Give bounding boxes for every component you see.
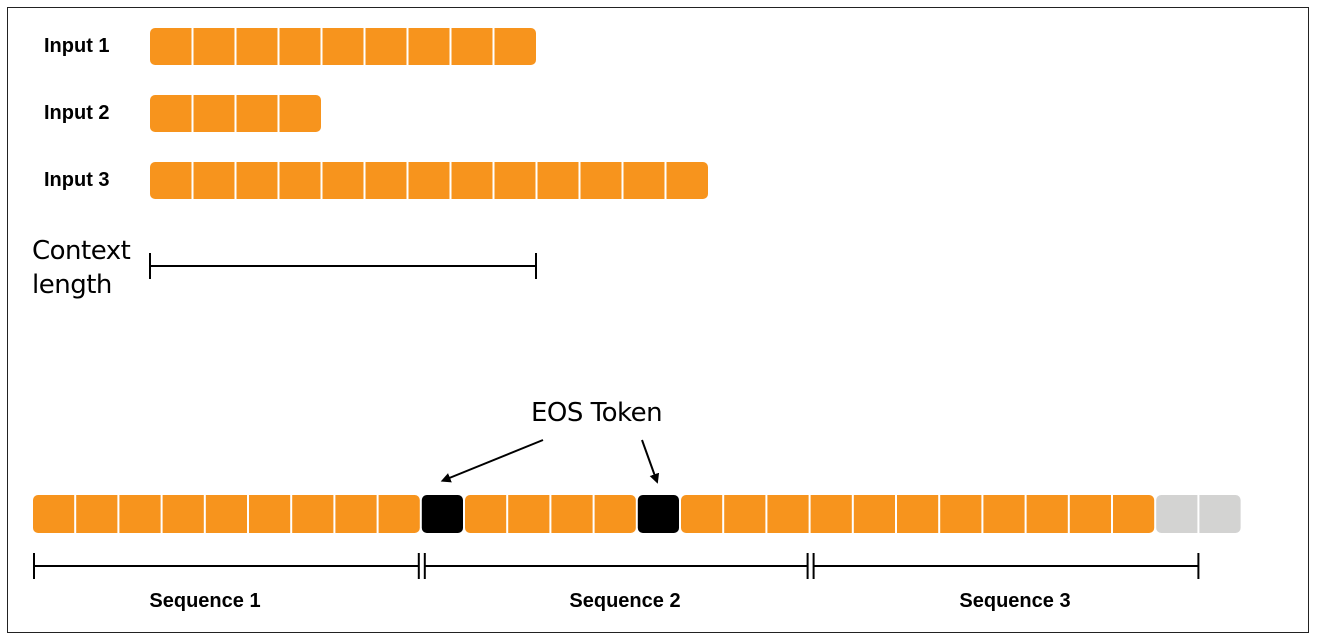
sequence-2-label: Sequence 2 [569, 590, 681, 612]
sequence-1-label: Sequence 1 [149, 590, 261, 612]
input-3-tokens [150, 162, 708, 199]
eos-token [637, 495, 679, 533]
eos-token-group [637, 495, 679, 533]
eos-token-label: EOS Token [531, 398, 663, 428]
sequence-1-bracket [33, 553, 420, 579]
context-label-line1: Context [32, 236, 131, 266]
token-block [681, 495, 1155, 533]
input-3-bar [150, 162, 708, 199]
input-1-tokens [150, 28, 536, 65]
token-block-group [681, 495, 1155, 533]
token-block [33, 495, 420, 533]
eos-token [421, 495, 463, 533]
input-1-bar [150, 28, 536, 65]
token-block-group [33, 495, 420, 533]
input-3-label: Input 3 [44, 169, 110, 191]
token-block-group [465, 495, 636, 533]
context-label-line2: length [32, 270, 112, 300]
input-2-tokens [150, 95, 321, 132]
eos-arrow-right [641, 439, 660, 484]
input-1-label: Input 1 [44, 35, 110, 57]
eos-token-group [421, 495, 463, 533]
sequence-2-bracket [423, 553, 809, 579]
context-length-label: Context length [32, 234, 131, 302]
sequence-3-label: Sequence 3 [959, 590, 1071, 612]
sequence-3-bracket [812, 553, 1200, 579]
padding-tokens-group [1156, 495, 1241, 533]
eos-arrow-left [440, 439, 544, 483]
input-2-label: Input 2 [44, 102, 110, 124]
